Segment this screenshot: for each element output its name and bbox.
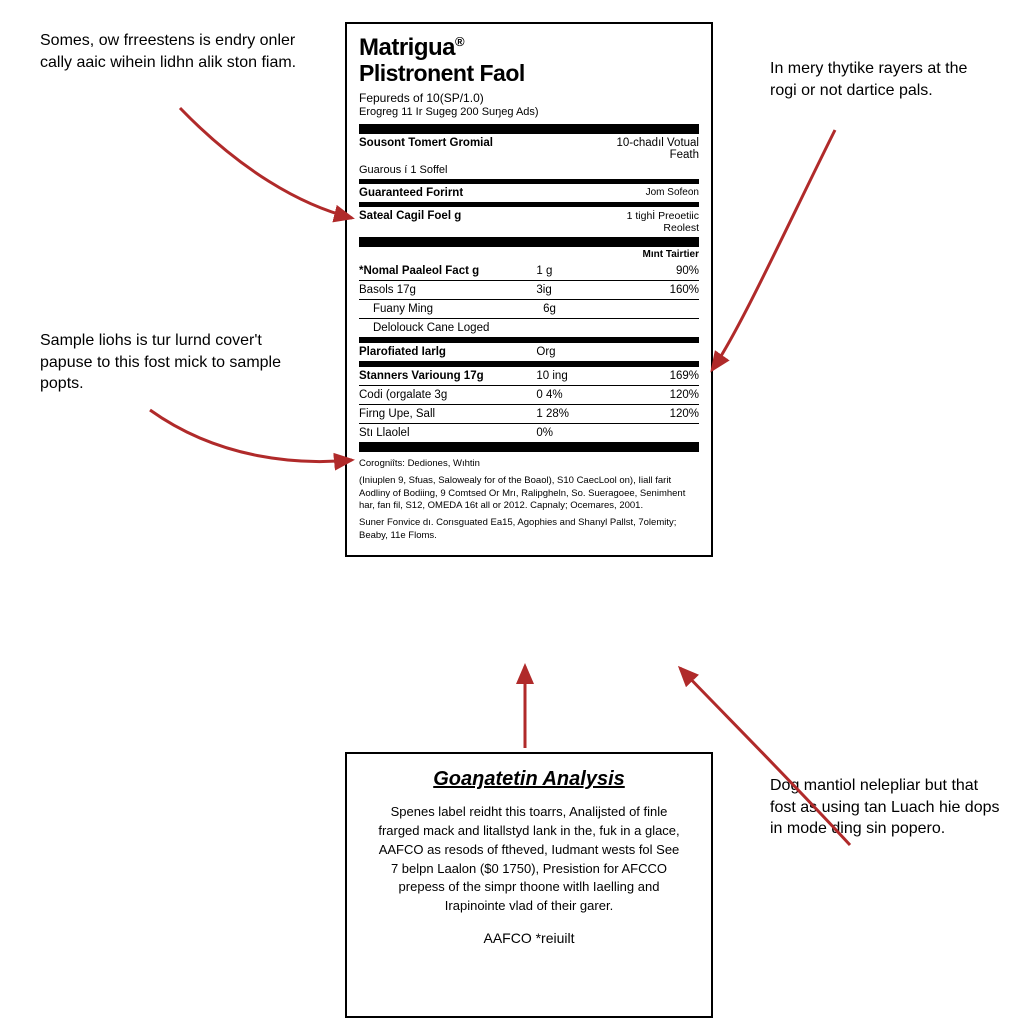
table-row: Plarofiated IarlgOrg <box>359 343 699 362</box>
section-sub: Guarous í 1 Soffel <box>359 164 699 179</box>
table-row: Firng Upe, Sall1 28%120% <box>359 405 699 424</box>
column-header-right: Mınt Tairtier <box>359 247 699 262</box>
section-row: Sateal Cagil Foel g 1 tighİ Preoetiic Re… <box>359 207 699 237</box>
nutrition-label-panel: Matrigua® Plistronent Faol Fepureds of 1… <box>345 22 713 557</box>
label-subtitle-1: Fepureds of 10(SP/1.0) <box>359 91 699 105</box>
label-title-1: Matrigua® <box>359 34 699 62</box>
table-row: Codi (orgalate 3g0 4%120% <box>359 386 699 405</box>
analysis-body: Spenes label reidht this toarrs, Analijs… <box>375 803 683 916</box>
table-row: Delolouck Cane Loged <box>359 319 699 338</box>
table-row: Fuany Ming6g <box>359 300 699 319</box>
divider-thick <box>359 442 699 452</box>
section-row: Guaranteed Forirnt Jom Sofeon <box>359 184 699 202</box>
table-row: Basols 17g3ig160% <box>359 281 699 300</box>
analysis-panel: Goaŋatetin Analysis Spenes label reidht … <box>345 752 713 1018</box>
callout-top-left: Somes, ow frreestens is endry onler call… <box>40 30 300 73</box>
callout-top-right: In mery thytike rayers at the rogi or no… <box>770 58 995 101</box>
analysis-title: Goaŋatetin Analysis <box>375 768 683 791</box>
divider-thick <box>359 124 699 134</box>
callout-bottom-right: Dog mantiol nelepliar but that fost as u… <box>770 775 1000 840</box>
section-row: Sousont Tomert Gromial 10-chadıl Votual … <box>359 134 699 164</box>
table-row: *Nomal Paaleol Fact g1 g90% <box>359 262 699 281</box>
table-row: Stanners Varioung 17g10 ing169% <box>359 367 699 386</box>
callout-mid-left: Sample liohs is tur lurnd cover't papuse… <box>40 330 300 395</box>
label-footnotes: Corogniîts: Dediones, Wıhtin (Iniuplen 9… <box>359 458 699 543</box>
divider-thick <box>359 237 699 247</box>
label-title-2: Plistronent Faol <box>359 60 699 87</box>
label-subtitle-2: Erogreg 11 Ir Sugeg 200 Suŋeg Ads) <box>359 106 699 118</box>
table-row: Stı Llaolel0% <box>359 424 699 442</box>
analysis-foot: AAFCO *reiuilt <box>375 930 683 946</box>
